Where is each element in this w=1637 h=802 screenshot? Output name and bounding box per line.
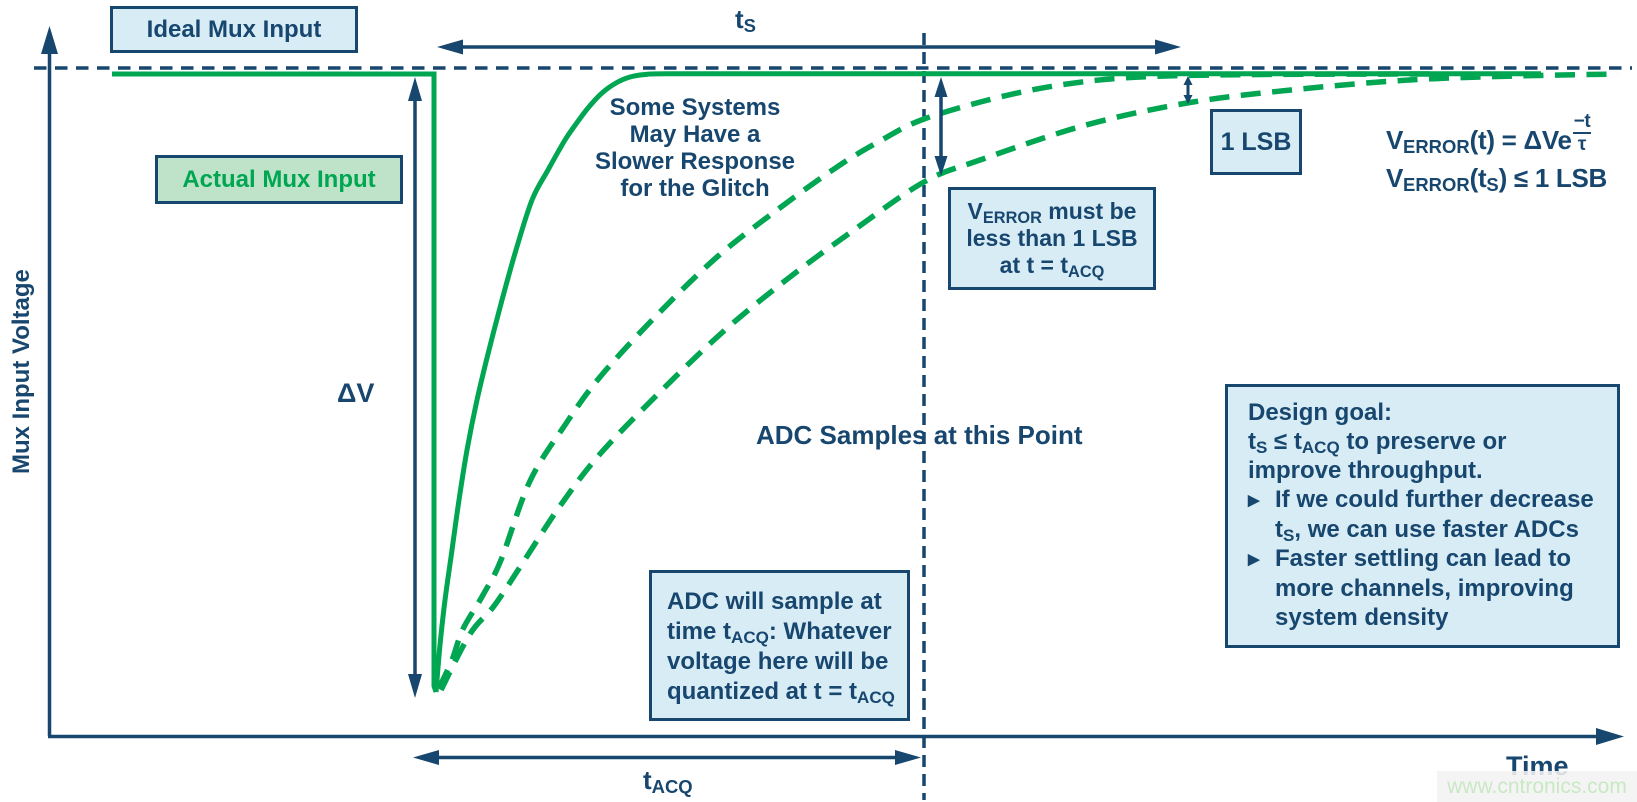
slower-response-2: [438, 71, 1619, 692]
bullet-icon: ▶: [1248, 492, 1260, 510]
watermark-panel: www.cntronics.com: [1437, 771, 1637, 802]
slower-response-1: [436, 71, 1439, 690]
design-goal-lines: Design goal: tS ≤ tACQ to preserve or impr…: [1248, 398, 1594, 632]
verror-bound-formula: VERROR(tS) ≤ 1 LSB: [1386, 163, 1608, 196]
lsb-arrow: [1183, 76, 1193, 104]
slower-response-note: Some Systems May Have a Slower Response for…: [575, 94, 815, 202]
verror-note-lines: VERROR must be less than 1 LSB at t = tACQ: [966, 198, 1138, 281]
tacq-arrow: [413, 750, 921, 765]
exponent-numerator: −t: [1572, 111, 1592, 134]
x-axis: [48, 728, 1624, 745]
design-goal-line: Design goal:: [1248, 399, 1393, 426]
one-lsb-text: 1 LSB: [1220, 127, 1292, 156]
design-goal-line: improve throughput.: [1248, 457, 1483, 484]
actual-mux-input-recovery: [433, 71, 1541, 693]
design-goal-line: ▶ Faster settling can lead to: [1248, 544, 1594, 574]
actual-mux-input-text: Actual Mux Input: [182, 165, 376, 193]
one-lsb-label: 1 LSB: [1210, 109, 1302, 175]
note-line: Some Systems: [609, 94, 781, 121]
delta-v-label: ΔV: [337, 378, 375, 408]
tacq-label: tACQ: [643, 765, 693, 798]
exponent-denominator: τ: [1577, 134, 1587, 155]
note-line: May Have a: [629, 121, 761, 148]
bullet-icon: ▶: [1248, 551, 1260, 569]
verror-formula-main: VERROR(t) = ΔVe: [1386, 125, 1572, 158]
y-axis: [41, 26, 58, 736]
exponent-fraction: −t τ: [1572, 111, 1592, 155]
adc-sample-note-box: ADC will sample at time tACQ: Whatever vol…: [649, 570, 910, 721]
verror-note-box: VERROR must be less than 1 LSB at t = tACQ: [948, 187, 1156, 290]
verror-arrow: [934, 77, 948, 176]
design-goal-line: ▶ If we could further decrease: [1248, 485, 1594, 515]
note-line: time tACQ: Whatever: [667, 618, 892, 647]
adc-sample-note-lines: ADC will sample at time tACQ: Whatever vol…: [667, 587, 895, 707]
design-goal-box: Design goal: tS ≤ tACQ to preserve or impr…: [1225, 384, 1620, 648]
ts-arrow: [437, 39, 1181, 55]
note-line: voltage here will be: [667, 648, 889, 675]
note-line: at t = tACQ: [999, 252, 1105, 281]
note-line: for the Glitch: [620, 175, 770, 202]
actual-mux-input-label: Actual Mux Input: [155, 155, 403, 204]
voltage-axis-label: Mux Input Voltage: [8, 269, 35, 474]
design-goal-line: system density: [1275, 604, 1449, 632]
ideal-mux-input-text: Ideal Mux Input: [146, 15, 322, 43]
note-line: quantized at t = tACQ: [667, 678, 895, 707]
verror-formula: VERROR(t) = ΔVe −t τ: [1386, 112, 1592, 176]
note-line: ADC will sample at: [667, 588, 882, 615]
note-line: less than 1 LSB: [966, 225, 1138, 251]
note-line: Slower Response: [594, 148, 796, 175]
design-goal-line: more channels, improving: [1275, 575, 1574, 603]
ideal-mux-input-label: Ideal Mux Input: [110, 6, 358, 53]
design-goal-line: tS ≤ tACQ to preserve or: [1248, 428, 1507, 457]
note-line: VERROR must be: [967, 198, 1137, 227]
deltav-arrow: [408, 77, 422, 698]
design-goal-line: tS, we can use faster ADCs: [1275, 516, 1579, 545]
adc-samples-label: ADC Samples at this Point: [756, 420, 1083, 450]
watermark-text: www.cntronics.com: [1447, 774, 1627, 798]
ts-label: tS: [735, 4, 756, 37]
